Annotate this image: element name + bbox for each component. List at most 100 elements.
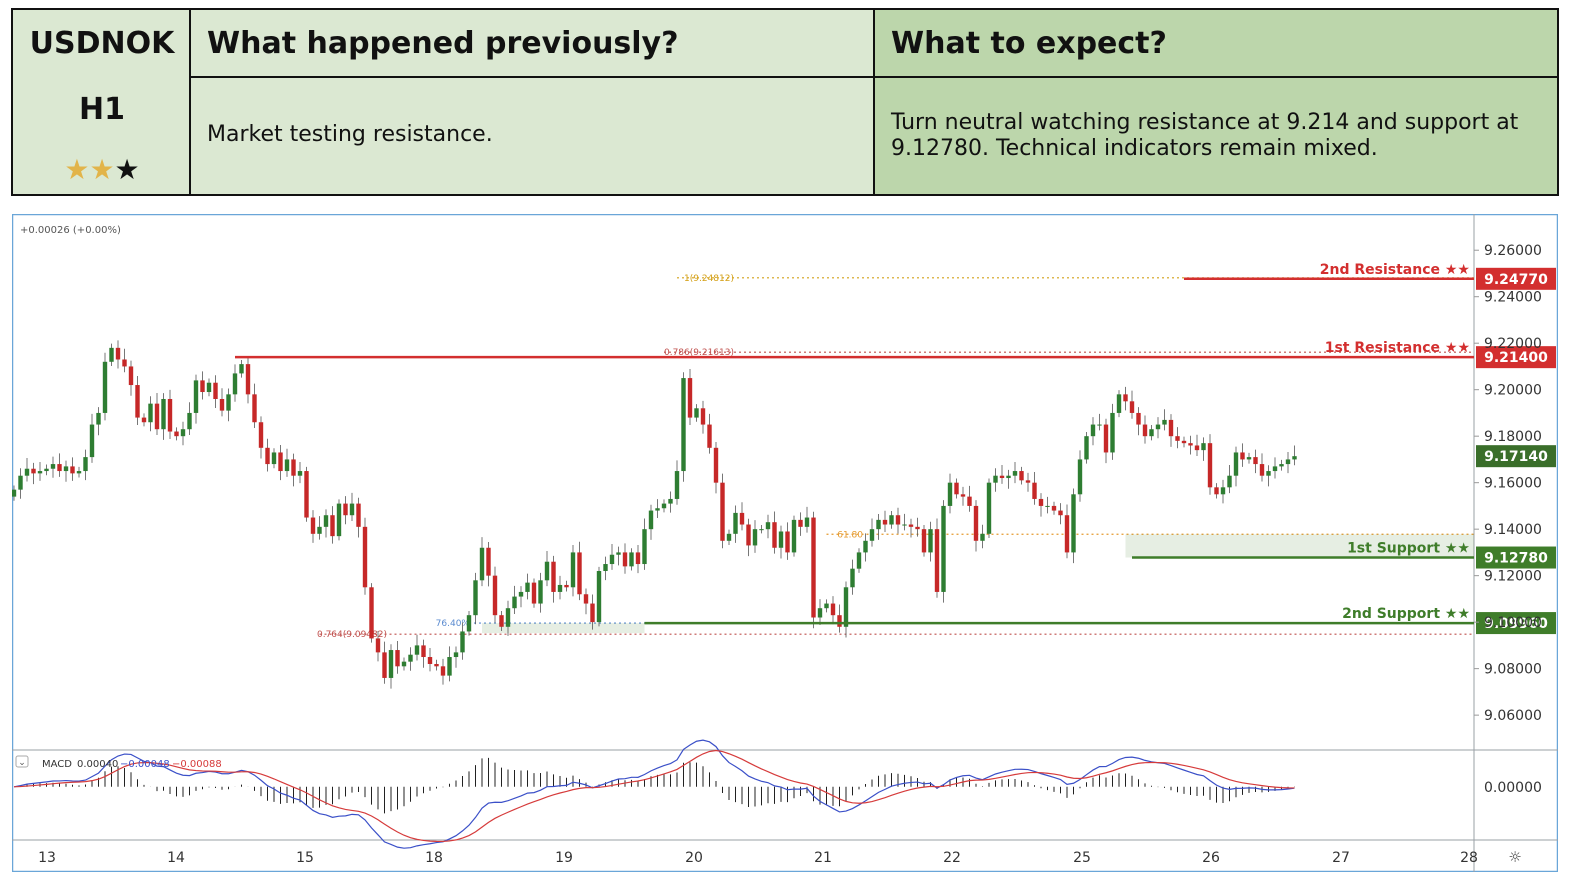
candle-body [583, 594, 589, 604]
candle-body [1220, 487, 1226, 495]
candle-body [817, 608, 823, 618]
candle-body [876, 519, 881, 530]
candle-body [980, 533, 985, 541]
y-tick-label: 9.20000 [1484, 383, 1542, 399]
candle-body [1181, 440, 1187, 444]
candle-body [908, 524, 914, 527]
candle-body [544, 561, 550, 581]
x-tick-label: 13 [38, 850, 56, 866]
level-label: 2nd Resistance ★★ [1320, 262, 1470, 278]
candle-body [330, 515, 335, 537]
candle-body [336, 503, 342, 537]
candle-body [772, 522, 777, 548]
candle-body [616, 552, 621, 555]
x-tick-label: 27 [1332, 850, 1350, 866]
collapse-toggle-button[interactable] [15, 755, 29, 768]
summary-table: USDNOK H1 ★★★ What happened previously? … [11, 8, 1559, 196]
candle-body [960, 494, 966, 497]
candle-body [128, 366, 134, 386]
macd-value-3: −0.00088 [172, 759, 222, 770]
candle-body [622, 552, 628, 567]
candle-body [713, 447, 719, 483]
candle-body [674, 471, 680, 499]
fib-label: 1(9.24812) [684, 274, 734, 284]
y-tick-label: 9.18000 [1484, 429, 1542, 445]
chevron-down-icon[interactable]: ⌄ [18, 758, 26, 768]
candle-body [733, 512, 738, 534]
candle-body [1188, 443, 1193, 446]
candle-body [18, 475, 23, 490]
candle-body [746, 524, 751, 546]
candle-body [271, 452, 277, 465]
level-label: 1st Resistance ★★ [1325, 340, 1470, 356]
candle-body [1006, 475, 1011, 479]
x-tick-label: 25 [1073, 850, 1091, 866]
settings-gear-icon[interactable]: ☼ [1508, 848, 1521, 866]
candle-body [473, 580, 478, 616]
candle-body [759, 529, 764, 531]
candle-body [882, 519, 888, 525]
candle-body [278, 452, 283, 472]
candle-body [648, 510, 654, 530]
candle-body [596, 571, 602, 623]
candle-body [408, 654, 413, 662]
fib-label: 61.80 [837, 530, 863, 540]
candle-body [1116, 394, 1122, 413]
candle-body [89, 424, 95, 458]
candle-body [362, 526, 368, 588]
rating-stars: ★★★ [13, 156, 191, 184]
candle-body [1201, 443, 1206, 451]
candle-body [512, 596, 517, 609]
candle-body [531, 582, 537, 604]
candle-body [655, 508, 660, 511]
candle-body [284, 459, 290, 472]
candle-body [999, 475, 1005, 479]
candle-body [570, 552, 576, 588]
support-zone-1 [1125, 534, 1474, 558]
candle-body [609, 554, 615, 565]
candle-body [206, 382, 212, 393]
candle-body [1019, 471, 1024, 481]
expect-header-cell: What to expect? [875, 10, 1557, 78]
candle-body [1064, 515, 1070, 553]
last-price-text: 9.17140 [1484, 449, 1548, 465]
candle-body [122, 359, 127, 367]
symbol-cell: USDNOK H1 ★★★ [13, 10, 191, 194]
candle-body [180, 429, 186, 437]
candle-body [603, 564, 608, 572]
candle-body [291, 459, 296, 476]
level-price-tag [1476, 612, 1556, 635]
candle-body [115, 347, 121, 360]
candle-body [161, 398, 166, 430]
candle-body [1012, 471, 1018, 476]
previous-title: What happened previously? [207, 26, 679, 61]
candle-body [1103, 424, 1109, 453]
candle-body [44, 468, 49, 472]
candle-body [1077, 459, 1083, 495]
candle-body [1045, 505, 1050, 507]
candle-body [765, 522, 771, 530]
candle-body [466, 615, 472, 632]
x-tick-label: 19 [555, 850, 573, 866]
change-label: +0.00026 (+0.00%) [20, 225, 121, 236]
candle-body [395, 650, 400, 667]
candle-body [824, 603, 829, 609]
candle-body [304, 471, 309, 518]
candle-body [668, 498, 673, 504]
expect-text: Turn neutral watching resistance at 9.21… [891, 110, 1519, 161]
candle-body [1155, 424, 1161, 430]
x-tick-label: 21 [814, 850, 832, 866]
candle-body [219, 398, 225, 411]
candle-body [707, 424, 712, 448]
candle-body [1227, 475, 1232, 488]
candle-body [1051, 505, 1057, 511]
candle-body [453, 652, 459, 658]
star-empty-icon: ★ [114, 153, 140, 186]
candle-body [1149, 429, 1154, 437]
x-tick-label: 26 [1202, 850, 1220, 866]
y-tick-label: 9.16000 [1484, 476, 1542, 492]
candle-body [356, 503, 361, 527]
candle-body [83, 457, 88, 472]
candle-body [167, 398, 173, 432]
candle-body [323, 515, 329, 527]
